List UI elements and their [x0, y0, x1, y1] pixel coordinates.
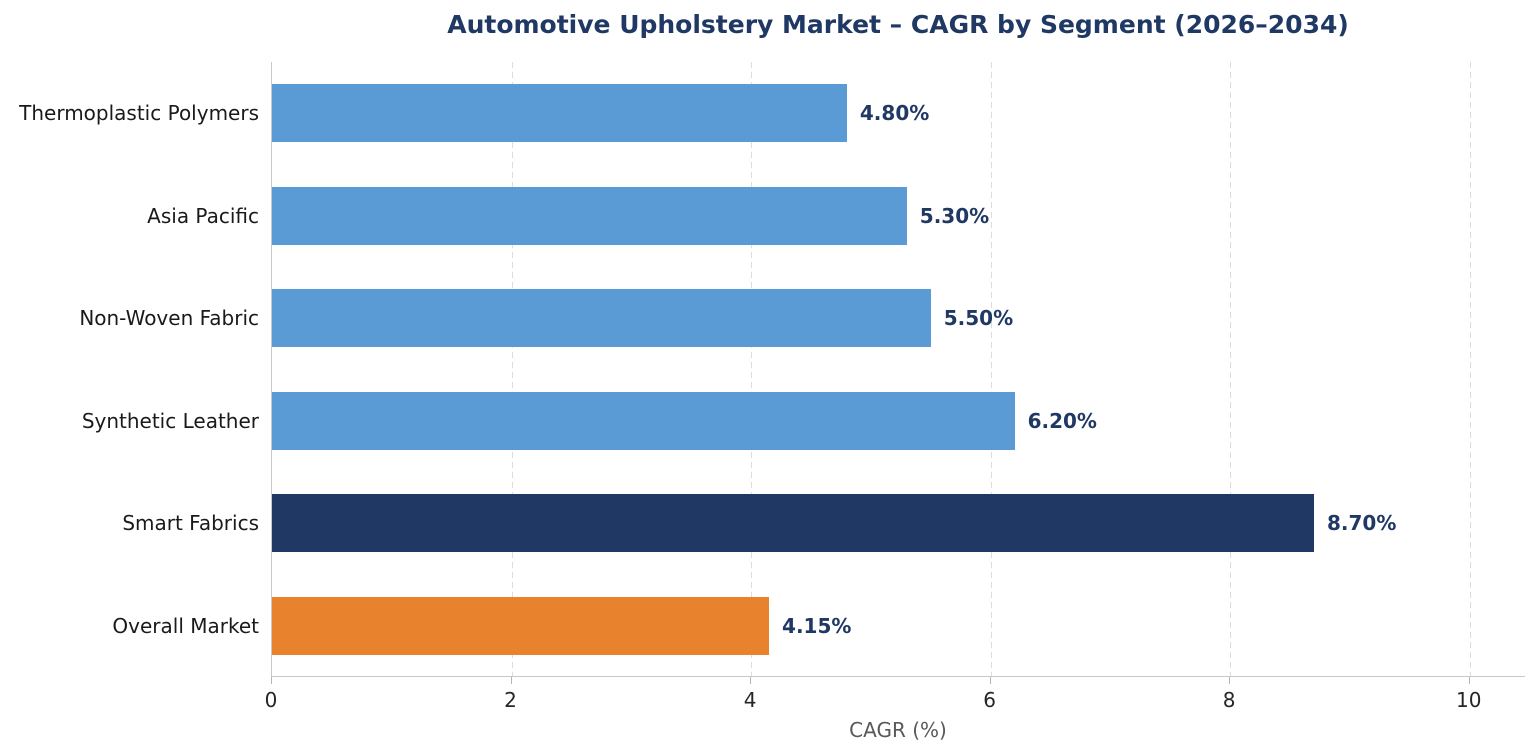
bar — [272, 186, 907, 245]
value-label: 8.70% — [1327, 511, 1397, 536]
x-tick-mark — [989, 677, 991, 684]
bar — [272, 596, 770, 655]
category-label: Non-Woven Fabric — [79, 306, 259, 331]
x-axis-label: CAGR (%) — [849, 718, 947, 742]
bar — [272, 84, 847, 143]
x-tick-mark — [750, 677, 752, 684]
category-label: Asia Pacific — [147, 203, 259, 228]
gridline — [990, 62, 992, 676]
value-label: 5.50% — [943, 306, 1014, 331]
gridline — [511, 62, 513, 676]
x-tick-label: 8 — [1222, 688, 1236, 712]
x-tick-mark — [1468, 677, 1470, 684]
x-tick-mark — [271, 677, 272, 684]
category-label: Thermoplastic Polymers — [19, 101, 259, 126]
value-label: 5.30% — [919, 203, 990, 228]
value-label: 6.20% — [1027, 408, 1097, 433]
value-label: 4.15% — [782, 613, 852, 638]
x-tick-label: 4 — [743, 688, 757, 712]
gridline — [751, 62, 753, 676]
x-tick-label: 6 — [983, 688, 996, 712]
category-label: Overall Market — [112, 613, 259, 638]
chart-title: Automotive Upholstery Market – CAGR by S… — [447, 10, 1349, 39]
x-tick-mark — [1229, 677, 1231, 684]
bar — [272, 494, 1314, 553]
x-tick-label: 2 — [504, 688, 517, 712]
x-tick-label: 0 — [264, 688, 278, 712]
x-tick-mark — [510, 677, 512, 684]
gridline — [1469, 62, 1471, 676]
x-tick-label: 10 — [1455, 688, 1482, 712]
category-label: Synthetic Leather — [81, 408, 259, 433]
plot-area: 4.80% 5.30% 5.50% 6.20% 8.70% 4.15% — [271, 62, 1525, 677]
value-label: 4.80% — [859, 101, 930, 126]
bar — [272, 391, 1015, 450]
bar — [272, 289, 931, 348]
gridline — [1230, 62, 1232, 676]
category-label: Smart Fabrics — [122, 511, 259, 536]
